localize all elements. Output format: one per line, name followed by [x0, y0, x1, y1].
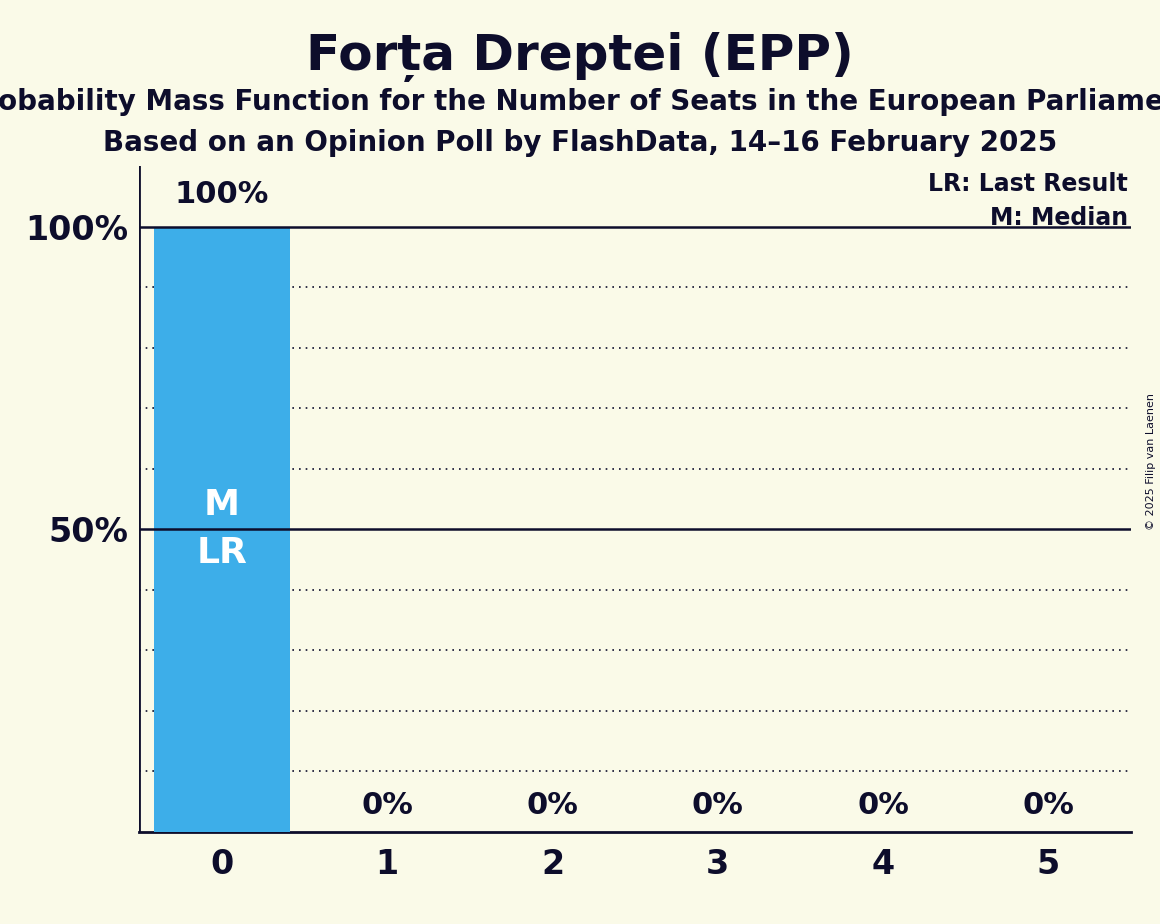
- Text: 0%: 0%: [1022, 791, 1074, 820]
- Text: 0%: 0%: [857, 791, 909, 820]
- Text: Forța Dreptei (EPP): Forța Dreptei (EPP): [306, 32, 854, 82]
- Text: Probability Mass Function for the Number of Seats in the European Parliament: Probability Mass Function for the Number…: [0, 88, 1160, 116]
- Text: 0%: 0%: [691, 791, 744, 820]
- Text: 100%: 100%: [175, 179, 269, 209]
- Text: M: Median: M: Median: [989, 206, 1128, 230]
- Bar: [154, 226, 290, 832]
- Text: © 2025 Filip van Laenen: © 2025 Filip van Laenen: [1146, 394, 1155, 530]
- Text: 0%: 0%: [527, 791, 579, 820]
- Text: M
LR: M LR: [196, 489, 247, 570]
- Text: LR: Last Result: LR: Last Result: [928, 173, 1128, 197]
- Text: 0%: 0%: [361, 791, 413, 820]
- Text: Based on an Opinion Poll by FlashData, 14–16 February 2025: Based on an Opinion Poll by FlashData, 1…: [103, 129, 1057, 157]
